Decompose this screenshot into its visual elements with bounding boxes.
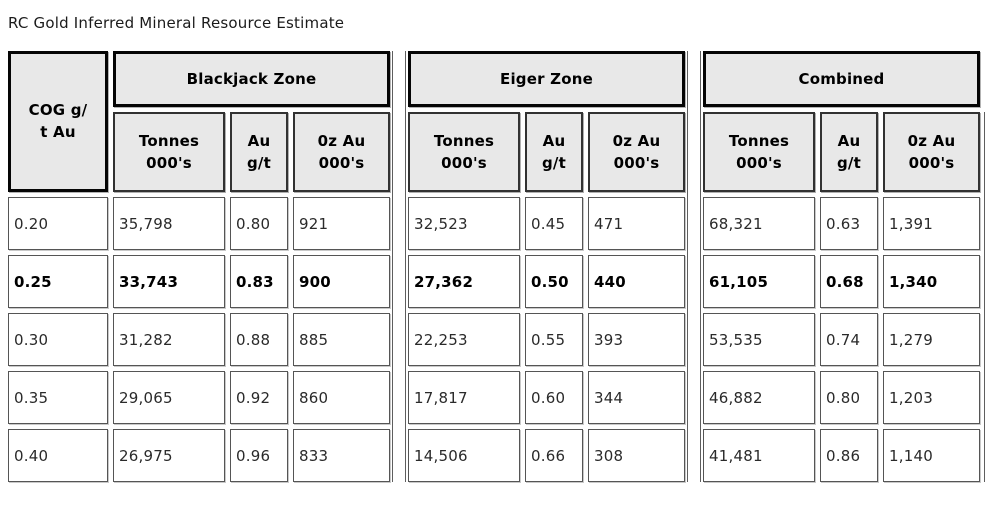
cell-eiger-tonnes: 17,817 xyxy=(408,371,520,424)
cell-eiger-grade: 0.66 xyxy=(525,429,583,482)
cell-blackjack-grade: 0.92 xyxy=(230,371,288,424)
cell-eiger-ounces: 393 xyxy=(588,313,685,366)
cell-eiger-ounces: 440 xyxy=(588,255,685,308)
cell-combined-grade: 0.80 xyxy=(820,371,878,424)
cell-blackjack-tonnes: 33,743 xyxy=(113,255,225,308)
cell-eiger-tonnes: 14,506 xyxy=(408,429,520,482)
col-header-blackjack-ounces: 0z Au 000's xyxy=(293,112,390,192)
cell-combined-ounces: 1,140 xyxy=(883,429,980,482)
cell-cog: 0.40 xyxy=(8,429,108,482)
eiger-zone-section: Eiger Zone Tonnes 000's Au g/t 0z Au 000… xyxy=(408,51,685,482)
cell-eiger-grade: 0.50 xyxy=(525,255,583,308)
cog-header-cell: COG g/ t Au xyxy=(8,51,108,192)
cell-cog: 0.35 xyxy=(8,371,108,424)
cell-combined-grade: 0.86 xyxy=(820,429,878,482)
zone-header-eiger: Eiger Zone xyxy=(408,51,685,107)
cell-combined-tonnes: 46,882 xyxy=(703,371,815,424)
cell-cog: 0.25 xyxy=(8,255,108,308)
cell-blackjack-tonnes: 35,798 xyxy=(113,197,225,250)
cell-combined-ounces: 1,279 xyxy=(883,313,980,366)
col-header-combined-tonnes: Tonnes 000's xyxy=(703,112,815,192)
cell-blackjack-tonnes: 26,975 xyxy=(113,429,225,482)
cell-combined-grade: 0.74 xyxy=(820,313,878,366)
col-header-blackjack-grade: Au g/t xyxy=(230,112,288,192)
col-header-eiger-ounces: 0z Au 000's xyxy=(588,112,685,192)
cell-blackjack-ounces: 900 xyxy=(293,255,390,308)
cog-column: COG g/ t Au 0.20 0.25 0.30 0.35 0.40 xyxy=(8,51,108,482)
cell-cog: 0.20 xyxy=(8,197,108,250)
cell-combined-tonnes: 53,535 xyxy=(703,313,815,366)
zone-header-blackjack: Blackjack Zone xyxy=(113,51,390,107)
cell-eiger-grade: 0.45 xyxy=(525,197,583,250)
cell-eiger-tonnes: 32,523 xyxy=(408,197,520,250)
col-header-eiger-tonnes: Tonnes 000's xyxy=(408,112,520,192)
cell-blackjack-ounces: 885 xyxy=(293,313,390,366)
cell-blackjack-grade: 0.80 xyxy=(230,197,288,250)
cell-eiger-ounces: 344 xyxy=(588,371,685,424)
cell-eiger-grade: 0.60 xyxy=(525,371,583,424)
col-header-combined-ounces: 0z Au 000's xyxy=(883,112,980,192)
cell-blackjack-grade: 0.83 xyxy=(230,255,288,308)
zone-header-combined: Combined xyxy=(703,51,980,107)
cell-combined-ounces: 1,340 xyxy=(883,255,980,308)
cell-blackjack-tonnes: 31,282 xyxy=(113,313,225,366)
cell-blackjack-tonnes: 29,065 xyxy=(113,371,225,424)
blackjack-zone-section: Blackjack Zone Tonnes 000's Au g/t 0z Au… xyxy=(113,51,390,482)
cell-eiger-grade: 0.55 xyxy=(525,313,583,366)
cell-combined-tonnes: 61,105 xyxy=(703,255,815,308)
col-header-blackjack-tonnes: Tonnes 000's xyxy=(113,112,225,192)
col-header-combined-grade: Au g/t xyxy=(820,112,878,192)
cell-combined-ounces: 1,203 xyxy=(883,371,980,424)
cell-blackjack-ounces: 860 xyxy=(293,371,390,424)
cell-cog: 0.30 xyxy=(8,313,108,366)
cell-combined-grade: 0.63 xyxy=(820,197,878,250)
cell-combined-grade: 0.68 xyxy=(820,255,878,308)
resource-estimate-table: COG g/ t Au 0.20 0.25 0.30 0.35 0.40 Bla… xyxy=(8,51,986,482)
col-header-eiger-grade: Au g/t xyxy=(525,112,583,192)
cell-eiger-tonnes: 27,362 xyxy=(408,255,520,308)
cell-blackjack-grade: 0.96 xyxy=(230,429,288,482)
cell-combined-tonnes: 68,321 xyxy=(703,197,815,250)
group-divider xyxy=(687,51,701,482)
cell-combined-ounces: 1,391 xyxy=(883,197,980,250)
cell-blackjack-grade: 0.88 xyxy=(230,313,288,366)
cell-combined-tonnes: 41,481 xyxy=(703,429,815,482)
cell-blackjack-ounces: 921 xyxy=(293,197,390,250)
combined-section: Combined Tonnes 000's Au g/t 0z Au 000's… xyxy=(703,51,980,482)
cell-blackjack-ounces: 833 xyxy=(293,429,390,482)
group-divider xyxy=(392,51,406,482)
cell-eiger-ounces: 308 xyxy=(588,429,685,482)
table-right-edge xyxy=(983,112,985,482)
cell-eiger-tonnes: 22,253 xyxy=(408,313,520,366)
cell-eiger-ounces: 471 xyxy=(588,197,685,250)
page-title: RC Gold Inferred Mineral Resource Estima… xyxy=(8,14,345,32)
